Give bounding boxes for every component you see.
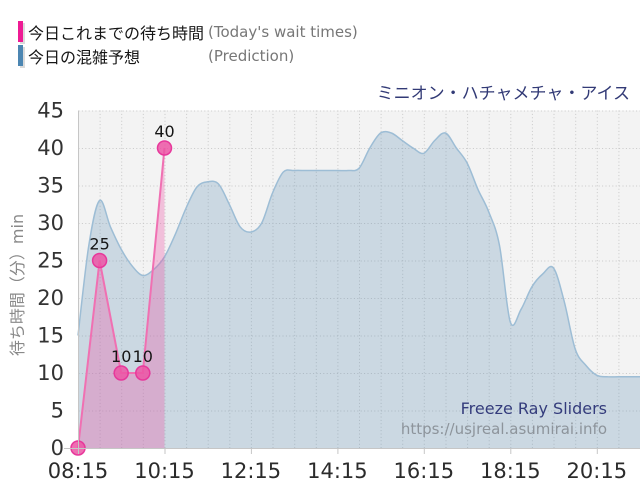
data-point-label: 25 (89, 235, 109, 254)
x-tick-label: 12:15 (221, 459, 282, 483)
x-tick-labels: 08:15 10:15 12:15 14:15 16:15 18:15 20:15 (48, 459, 627, 483)
x-tick-label: 18:15 (480, 459, 541, 483)
legend-item-actual: 今日これまでの待ち時間 (Today's wait times) (18, 20, 618, 43)
y-tick-label: 0 (51, 436, 64, 460)
attraction-title: ミニオン・ハチャメチャ・アイス (376, 84, 630, 104)
prediction-series-label: 今日の混雑予想 (28, 47, 141, 67)
y-axis-title: 待ち時間（分）min (8, 213, 27, 357)
data-point-marker[interactable] (113, 365, 129, 381)
y-tick-label: 45 (37, 99, 64, 123)
watermark-url: https://usjreal.asumirai.info (400, 420, 607, 438)
data-point-label: 10 (133, 347, 153, 366)
y-tick-label: 40 (37, 136, 64, 160)
y-tick-label: 35 (37, 174, 64, 198)
y-tick-labels: 0 5 10 15 20 25 30 35 40 45 (37, 99, 64, 461)
data-point-label: 40 (154, 122, 174, 141)
prediction-series-label-en: (Prediction) (208, 46, 295, 65)
data-point-marker[interactable] (135, 365, 151, 381)
y-tick-label: 10 (37, 361, 64, 385)
data-point-marker[interactable] (91, 252, 108, 269)
axis-lines (64, 110, 640, 454)
actual-series-label-en: (Today's wait times) (208, 22, 358, 41)
data-point-label: 10 (111, 347, 131, 366)
x-tick-label: 08:15 (48, 459, 109, 483)
watermark-ride-name: Freeze Ray Sliders (460, 399, 607, 418)
legend-item-prediction: 今日の混雑予想 (Prediction) (18, 44, 618, 67)
prediction-line (77, 130, 640, 378)
actual-series-swatch (18, 21, 23, 42)
y-tick-label: 5 (51, 399, 64, 423)
y-tick-label: 20 (37, 286, 64, 310)
data-point-marker[interactable] (156, 140, 173, 156)
prediction-area (78, 131, 640, 448)
actual-series-label: 今日これまでの待ち時間 (28, 23, 205, 43)
plot-background (78, 110, 640, 448)
x-tick-label: 10:15 (134, 459, 195, 483)
prediction-series-swatch (18, 45, 23, 66)
y-tick-label: 15 (37, 324, 64, 348)
watermark: Freeze Ray Sliders https://usjreal.asumi… (401, 399, 607, 439)
y-tick-label: 30 (37, 211, 64, 235)
y-tick-label: 25 (37, 249, 64, 273)
x-tick-label: 20:15 (567, 459, 628, 483)
x-tick-label: 16:15 (394, 459, 455, 483)
x-tick-label: 14:15 (307, 459, 368, 483)
